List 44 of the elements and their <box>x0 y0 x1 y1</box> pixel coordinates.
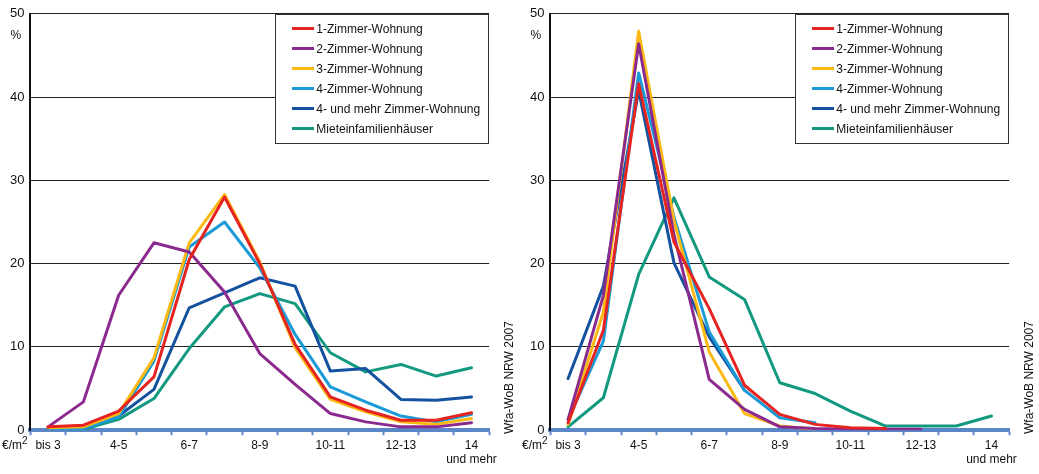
y-tick-label: 50 <box>529 5 545 21</box>
y-axis-title: % <box>10 27 22 42</box>
legend-label: Mieteinfamilienhäuser <box>836 121 954 136</box>
legend-label: 4- und mehr Zimmer-Wohnung <box>316 101 481 116</box>
y-tick-label: 30 <box>9 171 25 187</box>
y-tick-label: 0 <box>537 421 545 437</box>
x-tick-label: 8-9 <box>251 437 269 452</box>
y-tick-label: 40 <box>9 88 25 104</box>
x-tick-label: 14 und mehr <box>446 437 497 467</box>
legend-label: 2-Zimmer-Wohnung <box>836 41 943 56</box>
x-tick-label: 10-11 <box>835 437 866 452</box>
legend-label: 3-Zimmer-Wohnung <box>316 61 423 76</box>
legend-label: 4- und mehr Zimmer-Wohnung <box>836 101 1001 116</box>
x-tick-label: 14 und mehr <box>966 437 1017 467</box>
x-tick-label: bis 3 <box>35 437 62 452</box>
y-tick-label: 40 <box>529 88 545 104</box>
x-tick-label: 8-9 <box>771 437 789 452</box>
x-axis-title: €/m$^{2}$ <box>522 435 548 453</box>
x-tick-label: 12-13 <box>905 437 937 452</box>
x-tick-label: 4-5 <box>630 437 648 452</box>
x-tick-label: bis 3 <box>555 437 582 452</box>
legend-label: 4-Zimmer-Wohnung <box>836 81 943 96</box>
x-axis-title: €/m$^{2}$ <box>2 435 28 453</box>
y-tick-label: 50 <box>9 5 25 21</box>
x-tick-label: 6-7 <box>700 437 719 452</box>
y-axis-title: % <box>530 27 542 42</box>
text: Wfa-WoB NRW 2007 <box>1022 321 1036 435</box>
legend-label: 1-Zimmer-Wohnung <box>836 21 943 36</box>
legend-label: 4-Zimmer-Wohnung <box>316 81 423 96</box>
x-tick-label: 6-7 <box>180 437 199 452</box>
legend-label: 1-Zimmer-Wohnung <box>316 21 423 36</box>
y-tick-label: 10 <box>9 338 25 354</box>
y-tick-label: 10 <box>529 338 545 354</box>
x-tick-label: 4-5 <box>110 437 128 452</box>
text: Wfa-WoB NRW 2007 <box>502 321 516 435</box>
x-tick-label: 12-13 <box>385 437 417 452</box>
legend-label: 3-Zimmer-Wohnung <box>836 61 943 76</box>
x-tick-label: 10-11 <box>315 437 346 452</box>
y-tick-label: 30 <box>529 171 545 187</box>
legend-label: 2-Zimmer-Wohnung <box>316 41 423 56</box>
y-tick-label: 20 <box>9 255 25 271</box>
y-tick-label: 0 <box>17 421 25 437</box>
legend-label: Mieteinfamilienhäuser <box>316 121 434 136</box>
y-tick-label: 20 <box>529 255 545 271</box>
